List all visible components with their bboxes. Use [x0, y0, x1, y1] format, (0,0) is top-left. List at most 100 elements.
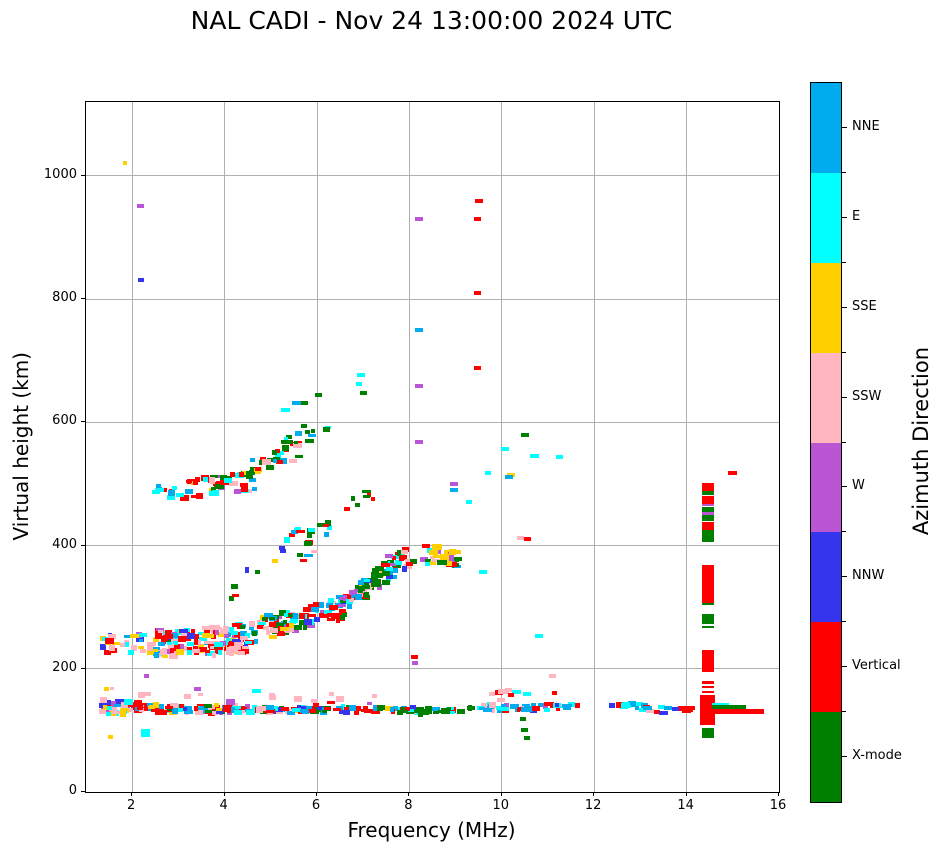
echo-point	[455, 549, 462, 554]
echo-point	[505, 688, 513, 693]
echo-point	[158, 642, 165, 647]
colorbar-category-label: Vertical	[852, 658, 901, 674]
echo-point	[420, 556, 428, 563]
echo-point	[170, 652, 175, 658]
echo-point	[430, 550, 439, 555]
echo-point	[104, 687, 110, 692]
y-axis-tick	[81, 421, 85, 423]
echo-point	[362, 494, 370, 498]
echo-point	[302, 709, 309, 715]
echo-point	[524, 736, 531, 741]
echo-point	[262, 459, 271, 465]
echo-point	[211, 487, 217, 491]
echo-point	[728, 471, 738, 476]
echo-point	[209, 478, 216, 484]
echo-point	[141, 706, 150, 712]
echo-point	[288, 622, 294, 628]
echo-point	[371, 581, 377, 587]
echo-point	[274, 706, 283, 713]
echo-point	[104, 650, 111, 656]
echo-point	[238, 472, 245, 478]
echo-point	[198, 644, 205, 650]
echo-point	[294, 440, 299, 444]
echo-point	[432, 554, 441, 559]
gridline-x	[593, 102, 595, 792]
echo-point	[211, 652, 216, 659]
echo-point	[342, 595, 351, 601]
echo-point	[543, 702, 553, 706]
echo-point	[262, 616, 267, 621]
echo-point	[234, 640, 243, 646]
gridline-x	[778, 102, 779, 792]
echo-point	[124, 635, 132, 639]
echo-point	[204, 649, 210, 653]
colorbar-segment-vertical	[811, 622, 841, 713]
echo-point	[239, 625, 246, 629]
echo-point	[218, 650, 223, 655]
colorbar-tick	[842, 756, 847, 758]
echo-point	[99, 697, 107, 704]
echo-point	[391, 555, 396, 560]
x-axis-tick	[685, 792, 687, 796]
echo-point	[170, 648, 177, 654]
echo-point	[114, 699, 124, 704]
echo-point	[129, 634, 139, 639]
rfi-side-bar	[712, 703, 730, 706]
echo-point	[409, 705, 416, 710]
echo-point	[381, 580, 390, 586]
rfi-side-bar	[712, 705, 746, 709]
echo-point	[219, 474, 227, 481]
gridline-x	[408, 102, 410, 792]
echo-point	[228, 596, 235, 601]
echo-point	[410, 655, 418, 660]
echo-point	[522, 703, 530, 710]
echo-point	[301, 424, 308, 429]
echo-point	[191, 494, 199, 498]
gridline-x	[131, 102, 133, 792]
colorbar-boundary-tick	[842, 711, 846, 713]
echo-point	[268, 635, 278, 639]
echo-point	[343, 707, 351, 713]
rfi-block	[701, 506, 714, 512]
echo-point	[291, 401, 301, 406]
echo-point	[98, 708, 106, 714]
echo-point	[358, 580, 364, 585]
rfi-block	[701, 515, 714, 521]
echo-point	[291, 530, 299, 534]
echo-point	[208, 704, 216, 710]
y-axis-tick	[81, 667, 85, 669]
y-tick-label: 600	[52, 413, 77, 429]
echo-point	[339, 596, 345, 600]
echo-point	[370, 497, 375, 501]
echo-point	[523, 537, 531, 542]
echo-point	[119, 707, 129, 714]
echo-point	[441, 708, 450, 714]
echo-point	[310, 549, 318, 553]
echo-point	[271, 449, 277, 455]
echo-point	[259, 460, 264, 465]
echo-point	[439, 554, 449, 562]
echo-point	[645, 709, 654, 714]
echo-point	[184, 694, 192, 700]
echo-point	[385, 567, 393, 572]
echo-point	[120, 710, 126, 717]
echo-point	[184, 706, 193, 711]
echo-point	[349, 705, 356, 711]
echo-point	[99, 644, 106, 651]
echo-point	[260, 709, 267, 715]
echo-point	[207, 651, 216, 656]
echo-point	[449, 561, 458, 567]
echo-point	[257, 705, 267, 712]
echo-point	[450, 487, 459, 492]
echo-point	[161, 654, 169, 659]
echo-point	[229, 652, 235, 656]
echo-point	[386, 570, 394, 576]
echo-point	[344, 507, 351, 511]
echo-point	[504, 702, 510, 707]
echo-point	[146, 649, 155, 655]
echo-point	[178, 636, 186, 643]
echo-point	[504, 474, 513, 479]
echo-point	[479, 570, 488, 575]
echo-point	[348, 597, 354, 603]
echo-point	[164, 706, 173, 710]
